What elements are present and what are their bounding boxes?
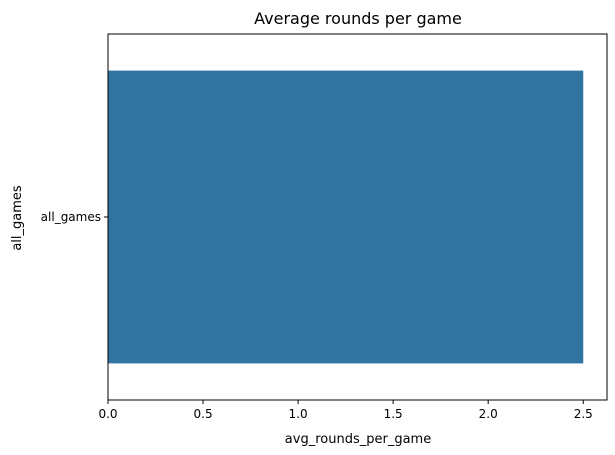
- x-axis-label: avg_rounds_per_game: [285, 432, 431, 447]
- plot-frame: [107, 33, 608, 401]
- x-tick-label: 0.0: [98, 407, 117, 421]
- x-axis: 0.0 0.5 1.0 1.5 2.0 2.5: [98, 400, 593, 421]
- x-tick-label: 2.0: [479, 407, 498, 421]
- x-tick-label: 1.5: [384, 407, 403, 421]
- y-tick-label: all_games: [41, 210, 101, 224]
- bar-all_games: [108, 70, 584, 364]
- y-axis-label: all_games: [10, 185, 25, 251]
- plot-area: [108, 70, 584, 364]
- x-tick-label: 0.5: [194, 407, 213, 421]
- x-tick-label: 2.5: [574, 407, 593, 421]
- chart-title: Average rounds per game: [254, 9, 462, 28]
- y-axis: all_games: [41, 210, 108, 224]
- x-tick-label: 1.0: [289, 407, 308, 421]
